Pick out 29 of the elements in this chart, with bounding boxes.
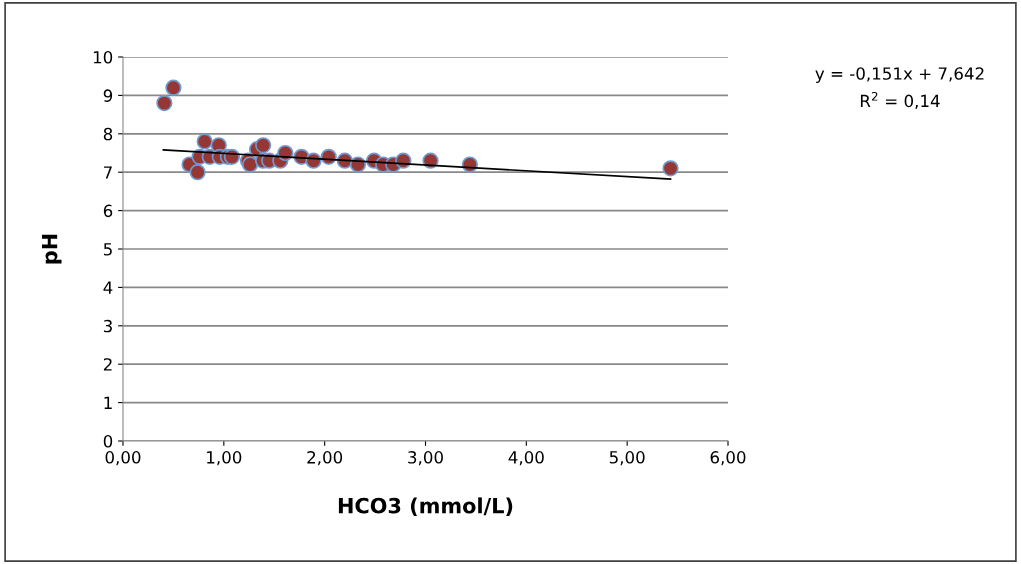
y-tick-label: 5 [103, 243, 112, 256]
x-tick-label: 1,00 [207, 451, 242, 466]
point [196, 133, 213, 150]
y-axis-title: pH [41, 234, 62, 264]
point [156, 94, 173, 112]
text: R$^{2}$ = 0,14 [860, 91, 940, 109]
point [165, 79, 182, 96]
y-tick-label: 8 [103, 127, 113, 141]
point [662, 160, 679, 177]
x-tick-label: 6,00 [710, 451, 746, 466]
y-tick-label: 2 [103, 358, 112, 371]
y-tick-label: 3 [103, 319, 112, 333]
y-tick-label: 4 [103, 281, 113, 294]
point [241, 156, 259, 173]
y-tick-label: 9 [103, 89, 113, 102]
x-tick-label: 0,00 [105, 451, 141, 466]
y-tick-label: 10 [93, 50, 113, 64]
y-tick-label: 1 [104, 396, 112, 409]
point [255, 137, 272, 154]
y-tick-label: 0 [103, 434, 113, 448]
text: y = -0,151x + 7,642 [815, 67, 984, 84]
x-tick-label: 2,00 [307, 451, 343, 466]
x-tick-label: 4,00 [508, 451, 544, 466]
y-tick-label: 6 [103, 204, 113, 218]
x-tick-label: 3,00 [408, 451, 443, 466]
y-tick-label: 7 [104, 166, 112, 179]
point [189, 164, 206, 181]
x-axis-title: HCO3 (mmol/L) [338, 497, 513, 516]
x-tick-label: 5,00 [609, 451, 645, 466]
